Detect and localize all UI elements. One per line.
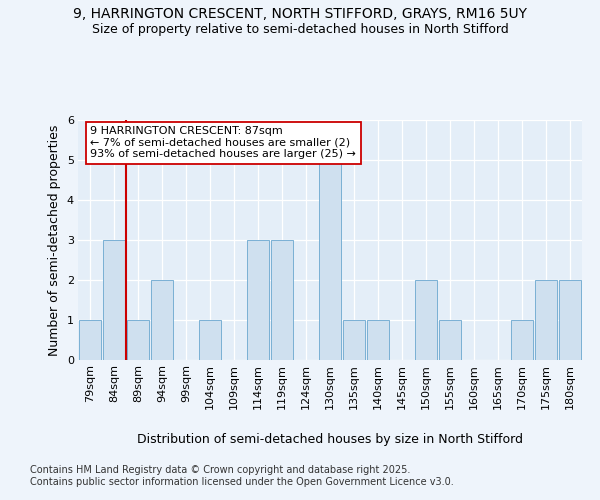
Text: 9, HARRINGTON CRESCENT, NORTH STIFFORD, GRAYS, RM16 5UY: 9, HARRINGTON CRESCENT, NORTH STIFFORD, … [73,8,527,22]
Bar [535,280,557,360]
Bar [271,240,293,360]
Text: Contains HM Land Registry data © Crown copyright and database right 2025.
Contai: Contains HM Land Registry data © Crown c… [30,465,454,486]
Text: 9 HARRINGTON CRESCENT: 87sqm
← 7% of semi-detached houses are smaller (2)
93% of: 9 HARRINGTON CRESCENT: 87sqm ← 7% of sem… [90,126,356,159]
Text: Size of property relative to semi-detached houses in North Stifford: Size of property relative to semi-detach… [92,22,508,36]
Bar [127,320,149,360]
Bar [103,240,125,360]
Text: Distribution of semi-detached houses by size in North Stifford: Distribution of semi-detached houses by … [137,432,523,446]
Bar [367,320,389,360]
Bar [343,320,365,360]
Bar [559,280,581,360]
Bar [319,160,341,360]
Bar [151,280,173,360]
Bar [247,240,269,360]
Bar [79,320,101,360]
Bar [415,280,437,360]
Bar [439,320,461,360]
Bar [511,320,533,360]
Bar [199,320,221,360]
Y-axis label: Number of semi-detached properties: Number of semi-detached properties [48,124,61,356]
